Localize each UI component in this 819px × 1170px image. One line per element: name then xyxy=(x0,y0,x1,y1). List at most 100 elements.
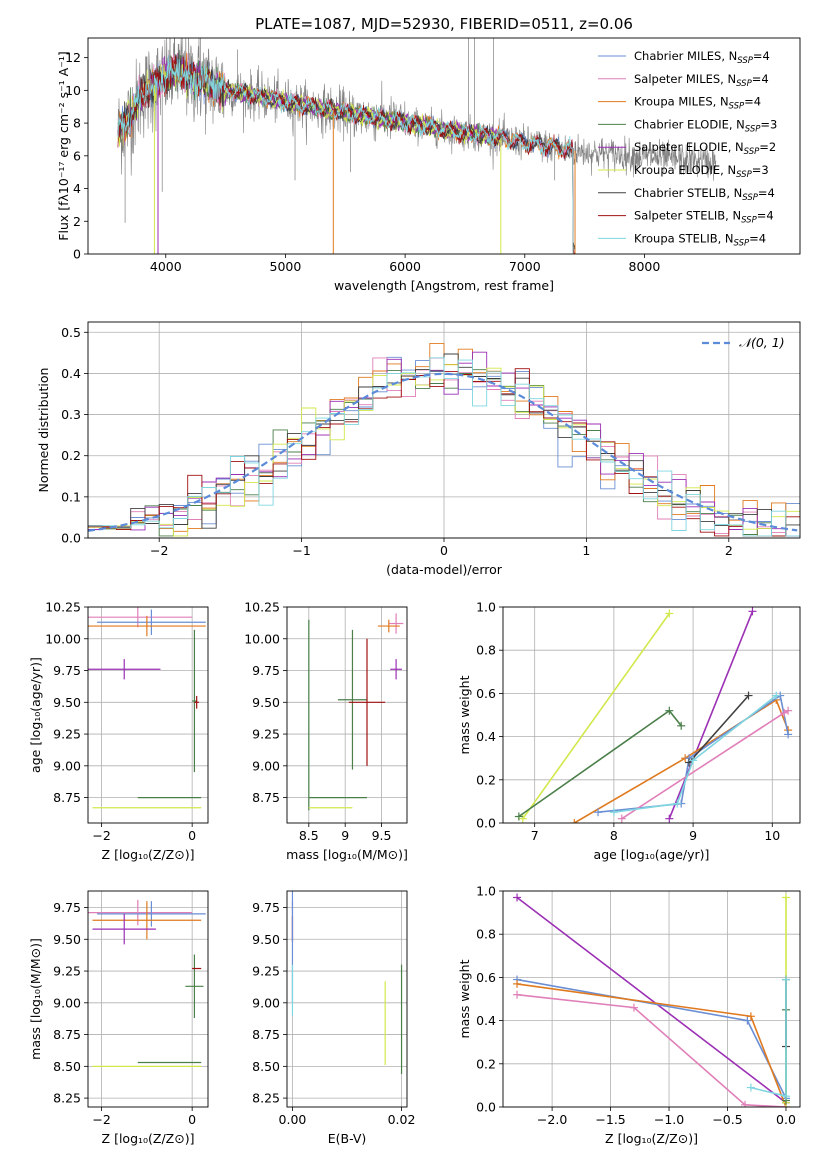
axes-frame xyxy=(87,37,801,255)
axes-spectrum: 4000 5000 6000 7000 8000 0 2 4 6 8 10 12 wavelength … xyxy=(56,37,801,293)
x-tick-label: 0 xyxy=(188,1112,196,1127)
plot-area-spectrum xyxy=(117,38,717,254)
y-tick-label: 8.25 xyxy=(53,1091,81,1106)
x-tick-label: 4000 xyxy=(150,259,182,274)
y-tick-label: 8.50 xyxy=(252,1059,280,1074)
y-tick-label: 0.6 xyxy=(476,686,496,701)
y-tick-label: 9.00 xyxy=(53,758,81,773)
legend-label: 𝒩(0, 1) xyxy=(739,335,785,350)
x-tick-label: 0.0 xyxy=(776,1112,796,1127)
y-tick-label: 9.75 xyxy=(53,663,81,678)
point-age_vs_mass-0 xyxy=(388,613,404,634)
y-tick-label: 8.75 xyxy=(53,790,81,805)
y-tick-label: 8.75 xyxy=(252,790,280,805)
x-tick-label: 2 xyxy=(725,543,733,558)
series-weight_vs_Z-3 xyxy=(516,993,787,1107)
series-weight_vs_age-7 xyxy=(613,694,777,813)
y-tick-label: 4 xyxy=(73,181,81,196)
point-age_vs_Z-2 xyxy=(88,615,206,637)
x-tick-label: 8.5 xyxy=(299,828,319,843)
point-age_vs_mass-3 xyxy=(337,629,367,770)
x-tick-label: −1.5 xyxy=(595,1112,625,1127)
legend-label: Kroupa MILES, NSSP=4 xyxy=(634,95,761,112)
plot-area-mass_vs_ebv xyxy=(291,891,403,1074)
y-tick-label: 0.0 xyxy=(61,531,81,546)
y-tick-label: 0.8 xyxy=(476,643,496,658)
point-age_vs_mass-2 xyxy=(390,659,402,680)
y-tick-label: 10.25 xyxy=(45,600,81,615)
axes-frame xyxy=(502,890,801,1108)
plot-area-mass_vs_Z xyxy=(88,899,206,1067)
x-tick-label: 0.02 xyxy=(388,1112,416,1127)
y-tick-label: 1.0 xyxy=(476,600,496,615)
axes-mass_vs_Z: −2 0 8.25 8.50 8.75 9.00 9.25 9.50 9.75 Z [log₁₀(… xyxy=(28,890,209,1146)
y-axis-label: mass weight xyxy=(457,675,472,754)
axes-frame xyxy=(87,890,209,1108)
series-weight_vs_age-0 xyxy=(522,613,670,820)
y-tick-label: 9.25 xyxy=(53,964,81,979)
y-tick-label: 0.4 xyxy=(61,366,81,381)
x-axis-label: wavelength [Angstrom, rest frame] xyxy=(334,278,554,293)
x-tick-label: 9 xyxy=(341,828,349,843)
axes-frame xyxy=(502,606,801,824)
legend-label: Kroupa ELODIE, NSSP=3 xyxy=(634,163,769,180)
x-tick-label: 6000 xyxy=(389,259,421,274)
y-tick-label: 0.4 xyxy=(476,729,496,744)
axes-age_vs_Z: −2 0 8.75 9.00 9.25 9.50 9.75 10.00 10.25 Z [log₁… xyxy=(28,600,209,862)
point-mass_vs_Z-1 xyxy=(97,901,206,927)
y-tick-label: 0.3 xyxy=(61,407,81,422)
x-tick-label: −1 xyxy=(292,543,310,558)
y-tick-label: 0.6 xyxy=(476,970,496,985)
x-tick-label: 9 xyxy=(689,828,697,843)
y-tick-label: 0.2 xyxy=(476,1056,496,1071)
y-tick-label: 9.50 xyxy=(53,932,81,947)
y-tick-label: 1.0 xyxy=(476,884,496,899)
y-tick-label: 9.00 xyxy=(252,995,280,1010)
point-age_vs_Z-1 xyxy=(97,609,206,635)
y-tick-label: 9.50 xyxy=(53,695,81,710)
y-tick-label: 8.75 xyxy=(53,1027,81,1042)
x-tick-label: 0.00 xyxy=(279,1112,307,1127)
y-tick-label: 0 xyxy=(73,247,81,262)
x-tick-label: −2.0 xyxy=(537,1112,567,1127)
histogram-salpeter_stelib xyxy=(88,368,800,537)
y-tick-label: 9.25 xyxy=(252,964,280,979)
y-tick-label: 0.5 xyxy=(61,325,81,340)
x-tick-label: 7 xyxy=(531,828,539,843)
point-mass_vs_Z-0 xyxy=(88,899,193,926)
legend-label: Salpeter STELIB, NSSP=4 xyxy=(634,209,774,226)
point-age_vs_Z-0 xyxy=(88,607,193,628)
plot-area-age_vs_mass xyxy=(308,613,404,811)
histogram-kroupa_stelib xyxy=(88,357,800,537)
legend-label: Chabrier MILES, NSSP=4 xyxy=(634,49,770,66)
plot-area-weight_vs_Z xyxy=(513,893,790,1107)
x-tick-label: 0 xyxy=(440,543,448,558)
x-tick-label: 1 xyxy=(582,543,590,558)
y-axis-label: age [log₁₀(age/yr)] xyxy=(28,657,43,773)
x-tick-label: −2 xyxy=(150,543,168,558)
model-kroupa_stelib xyxy=(117,55,574,254)
y-tick-label: 10 xyxy=(65,83,81,98)
plot-area-weight_vs_age xyxy=(514,607,793,823)
series-weight_vs_Z-1 xyxy=(516,978,787,1099)
plot-area-age_vs_Z xyxy=(88,607,206,809)
point-age_vs_Z-3 xyxy=(88,659,161,680)
figure-title: PLATE=1087, MJD=52930, FIBERID=0511, z=0… xyxy=(255,15,633,33)
y-tick-label: 12 xyxy=(65,50,81,65)
point-mass_vs_Z-4 xyxy=(185,954,204,1019)
point-age_vs_Z-5 xyxy=(194,695,199,709)
y-tick-label: 8.50 xyxy=(53,1059,81,1074)
y-tick-label: 8.75 xyxy=(252,1027,280,1042)
y-tick-label: 9.75 xyxy=(53,900,81,915)
x-axis-label: Z [log₁₀(Z/Z⊙)] xyxy=(102,1131,195,1146)
axes-weight_vs_age: 7 8 9 10 0.0 0.2 0.4 0.6 0.8 1.0 age [log₁₀(age/yr… xyxy=(457,600,801,862)
y-tick-label: 10.25 xyxy=(244,600,280,615)
y-tick-label: 8 xyxy=(73,116,81,131)
x-axis-label: E(B-V) xyxy=(328,1131,367,1146)
x-tick-label: 10 xyxy=(764,828,780,843)
legend-residuals: 𝒩(0, 1) xyxy=(702,335,785,350)
y-tick-label: 9.25 xyxy=(53,727,81,742)
legend-label: Chabrier ELODIE, NSSP=3 xyxy=(634,117,777,134)
x-tick-label: 8000 xyxy=(629,259,661,274)
